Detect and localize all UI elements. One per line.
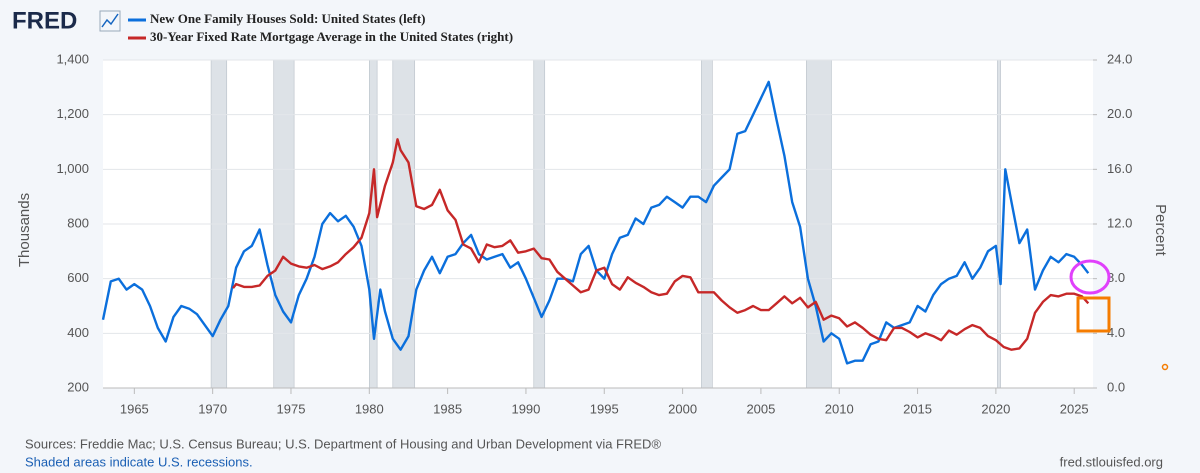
x-tick-label: 1995: [590, 401, 619, 416]
recession-note[interactable]: Shaded areas indicate U.S. recessions.: [25, 454, 253, 469]
y2-tick-label: 20.0: [1107, 106, 1132, 121]
plot: 200 400 600 800 1,000 1,200 1,400 0.0 4.0 8.0 12.0…: [56, 51, 1132, 416]
y2-tick-label: 4.0: [1107, 325, 1125, 340]
x-tick-label: 2015: [903, 401, 932, 416]
y-axis-label: Thousands: [16, 193, 33, 267]
x-tick-label: 2010: [825, 401, 854, 416]
y2-tick-label: 12.0: [1107, 215, 1132, 230]
x-tick-label: 2025: [1060, 401, 1089, 416]
legend-entry: 30-Year Fixed Rate Mortgage Average in t…: [150, 29, 513, 44]
x-tick-label: 1985: [433, 401, 462, 416]
y-tick-label: 1,200: [56, 106, 89, 121]
y2-tick-label: 0.0: [1107, 379, 1125, 394]
y-tick-label: 1,400: [56, 51, 89, 66]
x-tick-label: 1980: [355, 401, 384, 416]
source-note: Sources: Freddie Mac; U.S. Census Bureau…: [25, 436, 661, 451]
x-tick-label: 1990: [511, 401, 540, 416]
series-line: [232, 138, 1090, 351]
x-tick-label: 2000: [668, 401, 697, 416]
site-credit[interactable]: fred.stlouisfed.org: [1060, 454, 1163, 469]
x-tick-label: 1970: [198, 401, 227, 416]
y-tick-label: 800: [67, 215, 89, 230]
highlight-box: [1076, 296, 1111, 333]
legend-entry: New One Family Houses Sold: United State…: [150, 11, 426, 26]
y2-tick-label: 24.0: [1107, 51, 1132, 66]
y2-axis-label: Percent: [1152, 204, 1169, 257]
y-tick-label: 600: [67, 270, 89, 285]
logo: FRED: [12, 7, 77, 34]
y-tick-label: 200: [67, 379, 89, 394]
x-tick-label: 2005: [746, 401, 775, 416]
x-tick-label: 2020: [981, 401, 1010, 416]
logo-icon: [99, 10, 121, 32]
marker-icon: [1161, 363, 1169, 371]
y-tick-label: 400: [67, 325, 89, 340]
x-tick-label: 1965: [120, 401, 149, 416]
logo-icon: [101, 13, 119, 28]
x-tick-label: 1975: [277, 401, 306, 416]
y2-tick-label: 8.0: [1107, 270, 1125, 285]
y-tick-label: 1,000: [56, 161, 89, 176]
y2-tick-label: 16.0: [1107, 161, 1132, 176]
highlight-circle: [1069, 259, 1111, 295]
